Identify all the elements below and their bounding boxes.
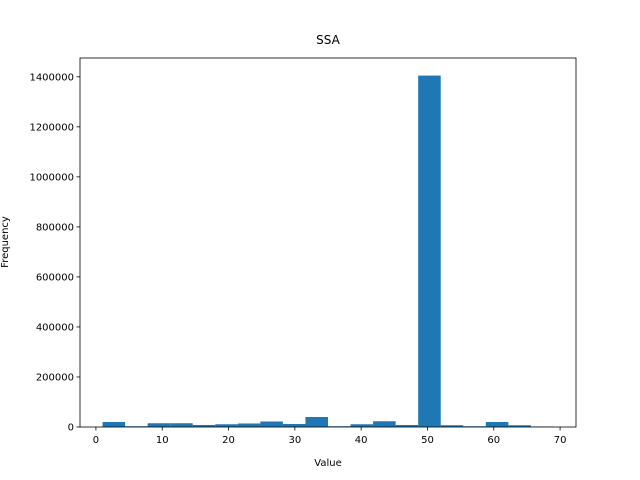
y-tick-label: 1200000 bbox=[29, 122, 74, 133]
x-tick-label: 10 bbox=[156, 435, 169, 446]
bar bbox=[192, 424, 216, 427]
bar bbox=[260, 421, 283, 427]
x-tick-label: 50 bbox=[421, 435, 434, 446]
bar bbox=[350, 424, 374, 427]
bar bbox=[440, 425, 464, 427]
x-tick-label: 40 bbox=[355, 435, 368, 446]
bar bbox=[485, 421, 509, 427]
x-axis-label: Value bbox=[314, 458, 341, 469]
bar bbox=[102, 421, 126, 427]
y-tick-label: 600000 bbox=[36, 272, 74, 283]
plot-frame bbox=[79, 57, 577, 428]
bar bbox=[237, 423, 261, 427]
bar bbox=[418, 75, 441, 428]
chart-title: SSA bbox=[316, 33, 340, 47]
bar bbox=[305, 416, 328, 427]
y-tick-label: 200000 bbox=[36, 372, 74, 383]
bar bbox=[395, 424, 419, 427]
y-tick-label: 1400000 bbox=[29, 72, 74, 83]
bar bbox=[170, 423, 193, 427]
y-tick-label: 800000 bbox=[36, 222, 74, 233]
bar bbox=[147, 423, 171, 427]
x-tick-label: 30 bbox=[288, 435, 301, 446]
bar bbox=[215, 424, 238, 427]
y-axis-label: Frequency bbox=[0, 216, 11, 268]
x-tick-label: 20 bbox=[222, 435, 235, 446]
bar bbox=[508, 425, 531, 427]
x-tick-label: 70 bbox=[554, 435, 567, 446]
bar bbox=[282, 423, 306, 427]
y-tick-label: 400000 bbox=[36, 322, 74, 333]
x-tick-label: 0 bbox=[93, 435, 99, 446]
y-tick-label: 1000000 bbox=[29, 172, 74, 183]
bar bbox=[373, 421, 396, 427]
y-tick-label: 0 bbox=[68, 423, 74, 434]
x-tick-label: 60 bbox=[487, 435, 500, 446]
